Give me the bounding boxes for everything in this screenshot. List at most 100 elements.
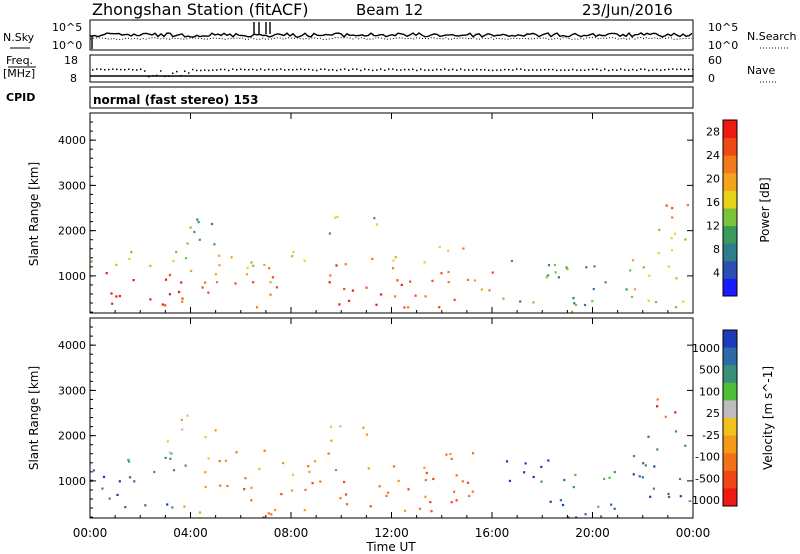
colorbar-swatch xyxy=(723,470,737,489)
scatter-cell xyxy=(630,295,634,299)
scatter-cell xyxy=(244,477,247,480)
scatter-cell xyxy=(553,263,556,267)
scatter-cell xyxy=(447,270,450,274)
colorbar-swatch xyxy=(723,382,737,401)
nave-dot xyxy=(212,69,214,71)
y-tick-label: 3000 xyxy=(58,384,86,397)
nave-dot xyxy=(632,68,634,71)
scatter-cell xyxy=(149,298,152,301)
scatter-cell xyxy=(678,477,682,481)
scatter-cell xyxy=(409,280,412,283)
scatter-cell xyxy=(429,501,432,504)
nave-dot xyxy=(400,69,402,71)
nave-dot xyxy=(532,69,534,71)
nave-dot xyxy=(176,70,178,73)
nave-dot xyxy=(688,68,690,71)
scatter-cell xyxy=(674,411,677,414)
velocity-scatter xyxy=(90,398,687,519)
nave-dot xyxy=(420,68,422,70)
scatter-cell xyxy=(338,303,341,306)
nave-dot xyxy=(616,69,618,71)
scatter-cell xyxy=(267,512,270,515)
scatter-cell xyxy=(684,444,687,447)
scatter-cell xyxy=(644,464,647,467)
x-tick-label: 04:00 xyxy=(173,526,208,540)
scatter-cell xyxy=(438,245,441,249)
nave-dot xyxy=(496,69,498,71)
scatter-cell xyxy=(243,488,246,491)
scatter-cell xyxy=(572,486,575,489)
nave-dot xyxy=(568,69,570,71)
nave-dot xyxy=(356,68,358,70)
scatter-cell xyxy=(657,252,660,255)
scatter-cell xyxy=(314,460,317,463)
scatter-cell xyxy=(591,300,594,303)
scatter-cell xyxy=(181,300,184,303)
date-label: 23/Jun/2016 xyxy=(582,1,673,19)
scatter-cell xyxy=(230,256,233,259)
freq-frame xyxy=(89,54,694,83)
scatter-cell xyxy=(385,494,388,497)
scatter-cell xyxy=(307,465,310,468)
scatter-cell xyxy=(365,286,368,289)
scatter-cell xyxy=(335,264,338,267)
colorbar-swatch xyxy=(723,453,737,472)
scatter-cell xyxy=(563,478,566,482)
scatter-cell xyxy=(641,476,644,479)
scatter-cell xyxy=(654,300,658,304)
scatter-cell xyxy=(327,452,330,455)
power-cbar-label: Power [dB] xyxy=(758,177,772,242)
colorbar-swatch xyxy=(723,190,737,209)
scatter-cell xyxy=(168,273,171,277)
scatter-cell xyxy=(215,281,219,284)
scatter-cell xyxy=(329,274,332,277)
nsky-frame xyxy=(89,19,694,51)
scatter-cell xyxy=(343,480,346,484)
scatter-cell xyxy=(546,274,550,277)
nave-dot xyxy=(556,69,558,72)
nave-dot xyxy=(408,68,410,71)
scatter-cell xyxy=(304,488,307,491)
nave-dot xyxy=(192,68,194,71)
nave-dot xyxy=(136,69,138,71)
scatter-cell xyxy=(667,492,670,496)
colorbar-swatch xyxy=(723,137,737,156)
scatter-cell xyxy=(679,495,682,498)
scatter-cell xyxy=(180,418,183,421)
nave-dot xyxy=(584,69,586,71)
nave-dot xyxy=(500,69,502,71)
scatter-cell xyxy=(397,479,400,482)
scatter-cell xyxy=(250,486,253,489)
scatter-cell xyxy=(344,263,347,266)
scatter-cell xyxy=(291,255,294,258)
nave-dot xyxy=(232,68,234,70)
scatter-cell xyxy=(453,298,456,301)
nave-dot xyxy=(236,69,238,71)
y-tick-label: 2000 xyxy=(58,430,86,443)
nave-dot xyxy=(520,68,522,70)
scatter-cell xyxy=(380,293,383,296)
velocity-cbar-label: Velocity [m s^-1] xyxy=(761,366,775,470)
scatter-cell xyxy=(450,457,453,460)
cpid-panel: CPID normal (fast stereo) 153 xyxy=(6,86,694,109)
scatter-cell xyxy=(414,294,417,297)
nave-dot xyxy=(504,68,506,71)
scatter-cell xyxy=(592,288,595,291)
colorbar-tick-label: 24 xyxy=(706,149,720,162)
colorbar-swatch xyxy=(723,278,737,297)
nave-dot xyxy=(628,69,630,71)
scatter-cell xyxy=(133,480,136,483)
scatter-cell xyxy=(572,297,575,300)
scatter-cell xyxy=(111,302,114,305)
nave-dot xyxy=(296,68,298,71)
nave-dot xyxy=(196,69,198,72)
nave-dot xyxy=(512,69,514,71)
scatter-cell xyxy=(207,291,210,294)
nave-dot xyxy=(388,68,390,70)
scatter-cell xyxy=(166,503,169,506)
y-tick-label: 1000 xyxy=(58,270,86,283)
nave-dot xyxy=(328,69,330,71)
scatter-cell xyxy=(391,267,395,270)
scatter-cell xyxy=(540,465,543,468)
nave-dot xyxy=(368,68,370,71)
